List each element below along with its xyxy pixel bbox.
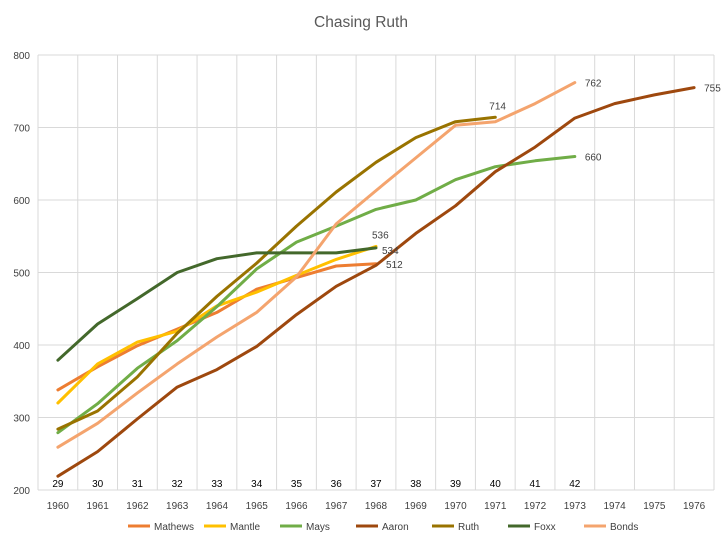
series-line-ruth — [56, 115, 497, 431]
age-label: 38 — [410, 479, 422, 490]
age-label: 36 — [331, 479, 343, 490]
age-labels: 29 30 31 32 33 34 35 36 37 38 39 40 41 42 — [52, 479, 581, 490]
age-label: 33 — [211, 479, 223, 490]
series-line-mantle — [56, 244, 378, 405]
series-line-mathews — [56, 262, 378, 392]
age-label: 32 — [172, 479, 184, 490]
age-label: 30 — [92, 479, 104, 490]
age-label: 35 — [291, 479, 303, 490]
age-label: 39 — [450, 479, 462, 490]
grid-layer: 200 300 400 500 600 700 800 1960 1961 1962 1963 196… — [13, 51, 715, 512]
legend-label-foxx: Foxx — [534, 522, 556, 533]
x-tick-label: 1961 — [87, 501, 110, 512]
x-tick-label: 1974 — [603, 501, 626, 512]
legend-label-mathews: Mathews — [154, 522, 194, 533]
legend-label-mays: Mays — [306, 522, 330, 533]
legend-label-mantle: Mantle — [230, 522, 260, 533]
series-layer — [56, 81, 696, 478]
age-label: 40 — [490, 479, 502, 490]
data-label-mathews: 512 — [386, 260, 403, 271]
y-tick-label: 300 — [13, 414, 30, 425]
y-tick-label: 800 — [13, 51, 30, 62]
series-line-foxx — [56, 246, 378, 362]
age-label: 34 — [251, 479, 263, 490]
x-tick-label: 1971 — [484, 501, 507, 512]
x-tick-label: 1964 — [206, 501, 229, 512]
x-tick-label: 1962 — [126, 501, 149, 512]
chart-title: Chasing Ruth — [314, 14, 408, 31]
x-tick-label: 1968 — [365, 501, 388, 512]
legend-label-aaron: Aaron — [382, 522, 409, 533]
legend: Mathews Mantle Mays Aaron Ruth Foxx Bonds — [128, 522, 638, 533]
x-tick-label: 1965 — [246, 501, 269, 512]
data-label-aaron: 755 — [704, 84, 721, 95]
series-line-aaron — [56, 86, 696, 478]
legend-label-ruth: Ruth — [458, 522, 479, 533]
y-tick-label: 400 — [13, 341, 30, 352]
x-tick-label: 1970 — [444, 501, 467, 512]
x-tick-label: 1963 — [166, 501, 189, 512]
x-tick-label: 1976 — [683, 501, 706, 512]
data-label-mays: 660 — [585, 153, 602, 164]
y-tick-label: 600 — [13, 196, 30, 207]
y-tick-label: 700 — [13, 124, 30, 135]
x-tick-label: 1973 — [564, 501, 587, 512]
data-label-mantle: 536 — [372, 230, 389, 241]
age-label: 37 — [370, 479, 382, 490]
series-line-bonds — [56, 81, 577, 449]
age-label: 41 — [529, 479, 541, 490]
end-labels: 512 536 660 755 714 534 762 — [372, 79, 721, 271]
series-line-mays — [56, 155, 577, 435]
age-label: 42 — [569, 479, 581, 490]
age-label: 31 — [132, 479, 144, 490]
x-tick-label: 1975 — [643, 501, 666, 512]
x-tick-label: 1960 — [47, 501, 70, 512]
y-tick-label: 200 — [13, 486, 30, 497]
data-label-bonds: 762 — [585, 79, 602, 90]
data-label-foxx: 534 — [382, 246, 399, 257]
age-label: 29 — [52, 479, 64, 490]
x-tick-label: 1967 — [325, 501, 348, 512]
x-tick-label: 1966 — [285, 501, 308, 512]
x-tick-label: 1972 — [524, 501, 547, 512]
x-tick-label: 1969 — [405, 501, 428, 512]
legend-label-bonds: Bonds — [610, 522, 638, 533]
data-label-ruth: 714 — [489, 101, 506, 112]
y-tick-label: 500 — [13, 269, 30, 280]
